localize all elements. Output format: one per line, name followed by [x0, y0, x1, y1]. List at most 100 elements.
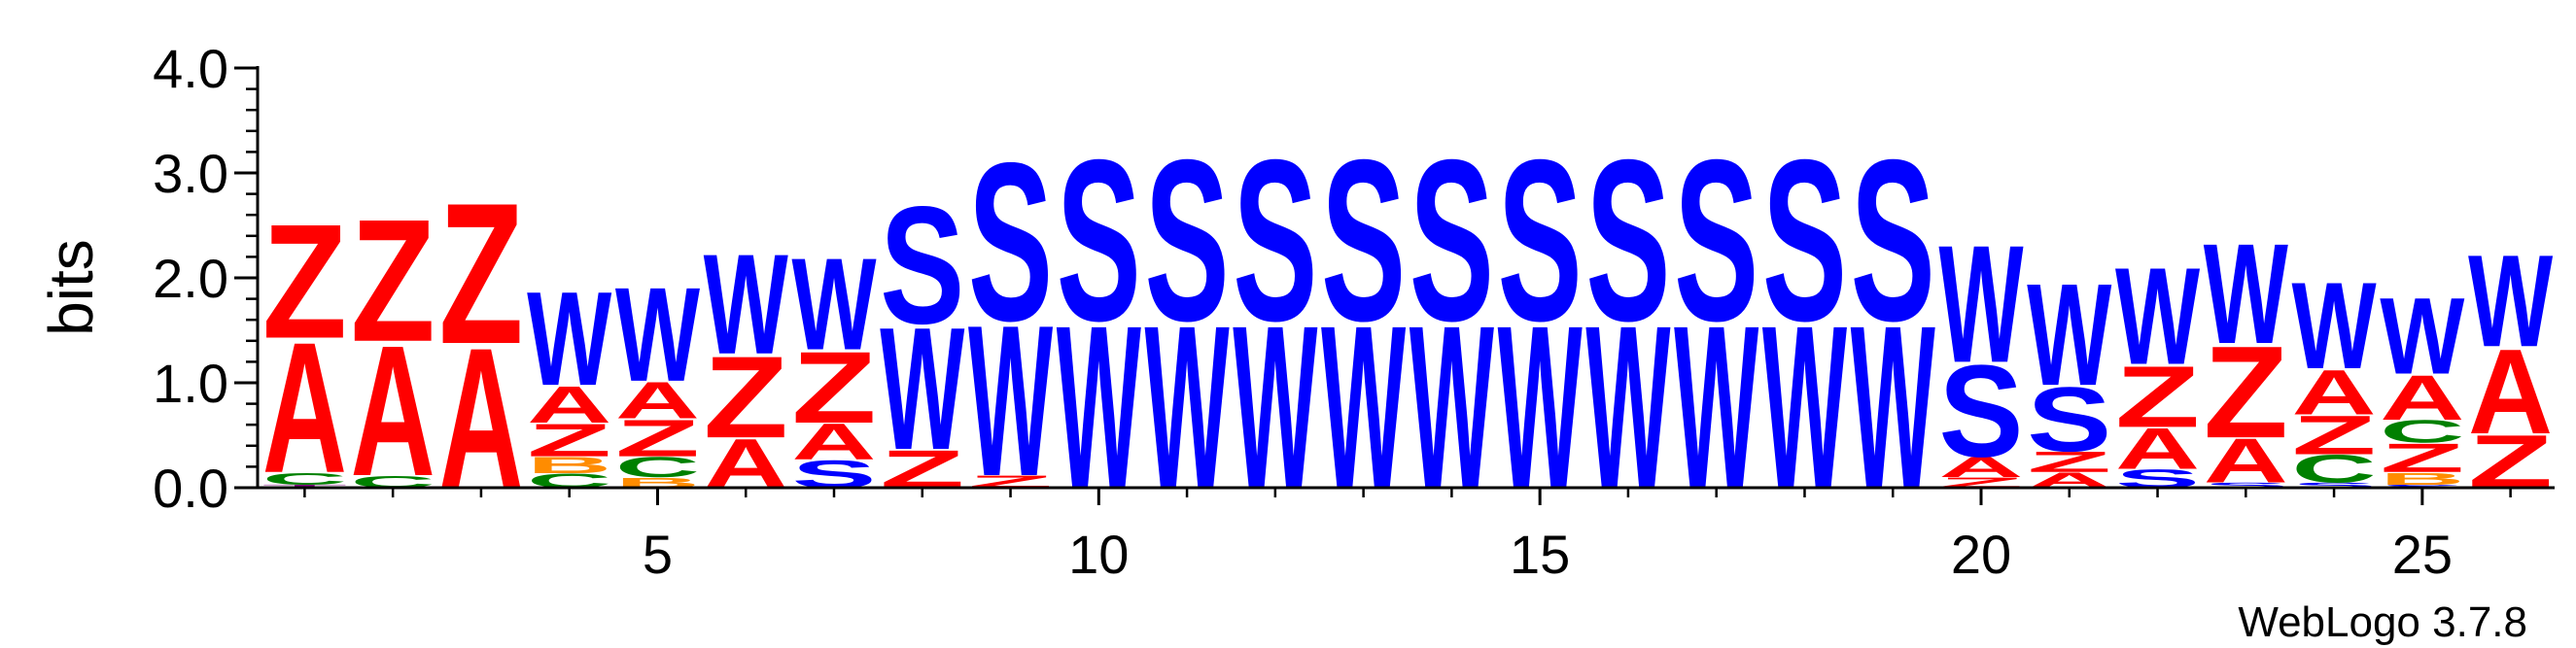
logo-letter-S: S [1674, 112, 1758, 368]
logo-letter-S: S [1410, 112, 1494, 368]
logo-letter-B: B [527, 452, 611, 478]
logo-letter-S: S [968, 117, 1053, 369]
x-axis-ticks: 5 10 15 20 25 [303, 488, 2512, 585]
weblogo-credit: WebLogo 3.7.8 [2238, 598, 2527, 646]
logo-letter-Z: Z [351, 183, 435, 379]
logo-letter-W: W [791, 231, 876, 378]
logo-letter-S: S [1057, 112, 1141, 368]
logo-letter-W: W [527, 264, 611, 414]
logo-letter-Z: Z [704, 332, 788, 462]
y-tick-label: 0.0 [153, 458, 228, 519]
logo-position-19: WS [1851, 112, 1935, 538]
logo-letter-A: A [262, 305, 347, 513]
logo-letter-B: B [2380, 469, 2464, 489]
logo-letter-C: C [262, 469, 347, 489]
logo-letter-Z: Z [791, 331, 876, 446]
logo-letter-S: S [1145, 112, 1230, 368]
logo-letter-A: A [527, 375, 611, 434]
logo-letter-S: S [1938, 339, 2023, 486]
logo-position-11: WS [1145, 112, 1230, 538]
logo-letter-A: A [791, 414, 876, 471]
logo-letter-S: S [1762, 112, 1847, 368]
logo-position-18: WS [1762, 112, 1847, 538]
logo-position-2: CAZ [351, 183, 435, 516]
logo-letter-A: A [2115, 417, 2200, 482]
logo-letter-W: W [2115, 239, 2200, 394]
logo-position-12: WS [1233, 112, 1317, 538]
logo-letter-W: W [704, 224, 788, 385]
logo-letter-Z: Z [2380, 435, 2464, 481]
logo-letter-W: W [2204, 214, 2288, 374]
logo-letter-A: A [2468, 324, 2553, 460]
logo-position-6: AZW [704, 224, 788, 503]
logo-position-8: ZWS [880, 171, 964, 499]
x-tick-label: 25 [2392, 524, 2453, 585]
logo-letter-C: C [2292, 447, 2377, 491]
logo-letter-Z: Z [2027, 446, 2111, 479]
logo-letter-T: T [262, 484, 347, 489]
logo-letter-C: C [2380, 414, 2464, 450]
logo-letter-W: W [615, 259, 700, 409]
logo-letter-Z: Z [527, 414, 611, 466]
logo-position-17: WS [1674, 112, 1758, 538]
y-tick-label: 3.0 [153, 143, 228, 204]
logo-letter-A: A [1938, 451, 2023, 484]
logo-position-9: ZWS [968, 117, 1053, 522]
x-tick-label: 5 [643, 524, 673, 585]
logo-position-3: AZ [438, 161, 523, 530]
logo-letter-S: S [1233, 112, 1317, 368]
logo-position-10: WS [1057, 112, 1141, 538]
y-tick-label: 4.0 [153, 38, 228, 99]
logo-position-14: WS [1410, 112, 1494, 538]
logo-letter-Z: Z [262, 190, 347, 373]
logo-letter-Z: Z [438, 161, 523, 386]
logo-letter-W: W [1938, 210, 2023, 397]
logo-letter-S: S [2292, 481, 2377, 489]
logo-letter-S: S [1498, 112, 1583, 368]
logo-letter-S: S [1321, 112, 1406, 368]
y-tick-label: 1.0 [153, 353, 228, 414]
logo-letter-W: W [2468, 228, 2553, 375]
logo-letter-Z: Z [2204, 320, 2288, 466]
logo-letter-W: W [2027, 254, 2111, 416]
logo-letter-W: W [2380, 274, 2465, 396]
y-tick-label: 2.0 [153, 248, 228, 309]
logo-letter-stacks: TCAZCAZAZCBZAWBCZAWAZWSAZWZWSZWSWSWSWSWS… [262, 112, 2553, 538]
logo-position-15: WS [1498, 112, 1583, 538]
logo-letter-A: A [351, 308, 435, 516]
logo-letter-A: A [2292, 357, 2377, 428]
logo-letter-Z: Z [615, 409, 700, 468]
logo-letter-C: C [615, 451, 700, 484]
logo-letter-S: S [880, 171, 964, 358]
y-axis-label: bits [36, 239, 106, 336]
logo-letter-Z: Z [2292, 404, 2377, 466]
logo-letter-A: A [2204, 426, 2288, 495]
logo-letter-S: S [2204, 481, 2288, 489]
logo-position-16: WS [1585, 112, 1670, 538]
logo-letter-W: W [880, 290, 964, 487]
x-tick-label: 10 [1068, 524, 1129, 585]
logo-letter-Z: Z [2115, 348, 2200, 446]
logo-letter-S: S [1851, 112, 1935, 368]
logo-letter-W: W [2292, 256, 2378, 395]
axes: 0.0 1.0 2.0 3.0 4.0 5 10 15 20 25 [153, 38, 2555, 585]
logo-letter-W: W [968, 280, 1053, 521]
logo-letter-A: A [615, 371, 700, 430]
logo-position-26: ZAW [2468, 228, 2553, 504]
logo-letter-S: S [2380, 484, 2464, 489]
x-tick-label: 15 [1510, 524, 1570, 585]
x-tick-label: 20 [1951, 524, 2011, 585]
logo-position-13: WS [1321, 112, 1406, 538]
logo-letter-S: S [1585, 112, 1670, 368]
